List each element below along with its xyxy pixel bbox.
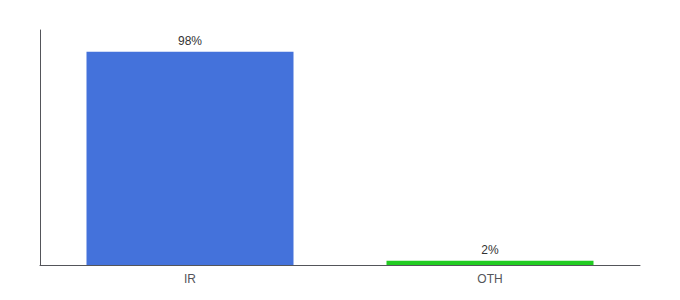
svg-text:98%: 98% <box>178 34 202 48</box>
svg-text:OTH: OTH <box>477 272 502 286</box>
svg-text:2%: 2% <box>481 243 499 257</box>
svg-text:IR: IR <box>184 272 196 286</box>
